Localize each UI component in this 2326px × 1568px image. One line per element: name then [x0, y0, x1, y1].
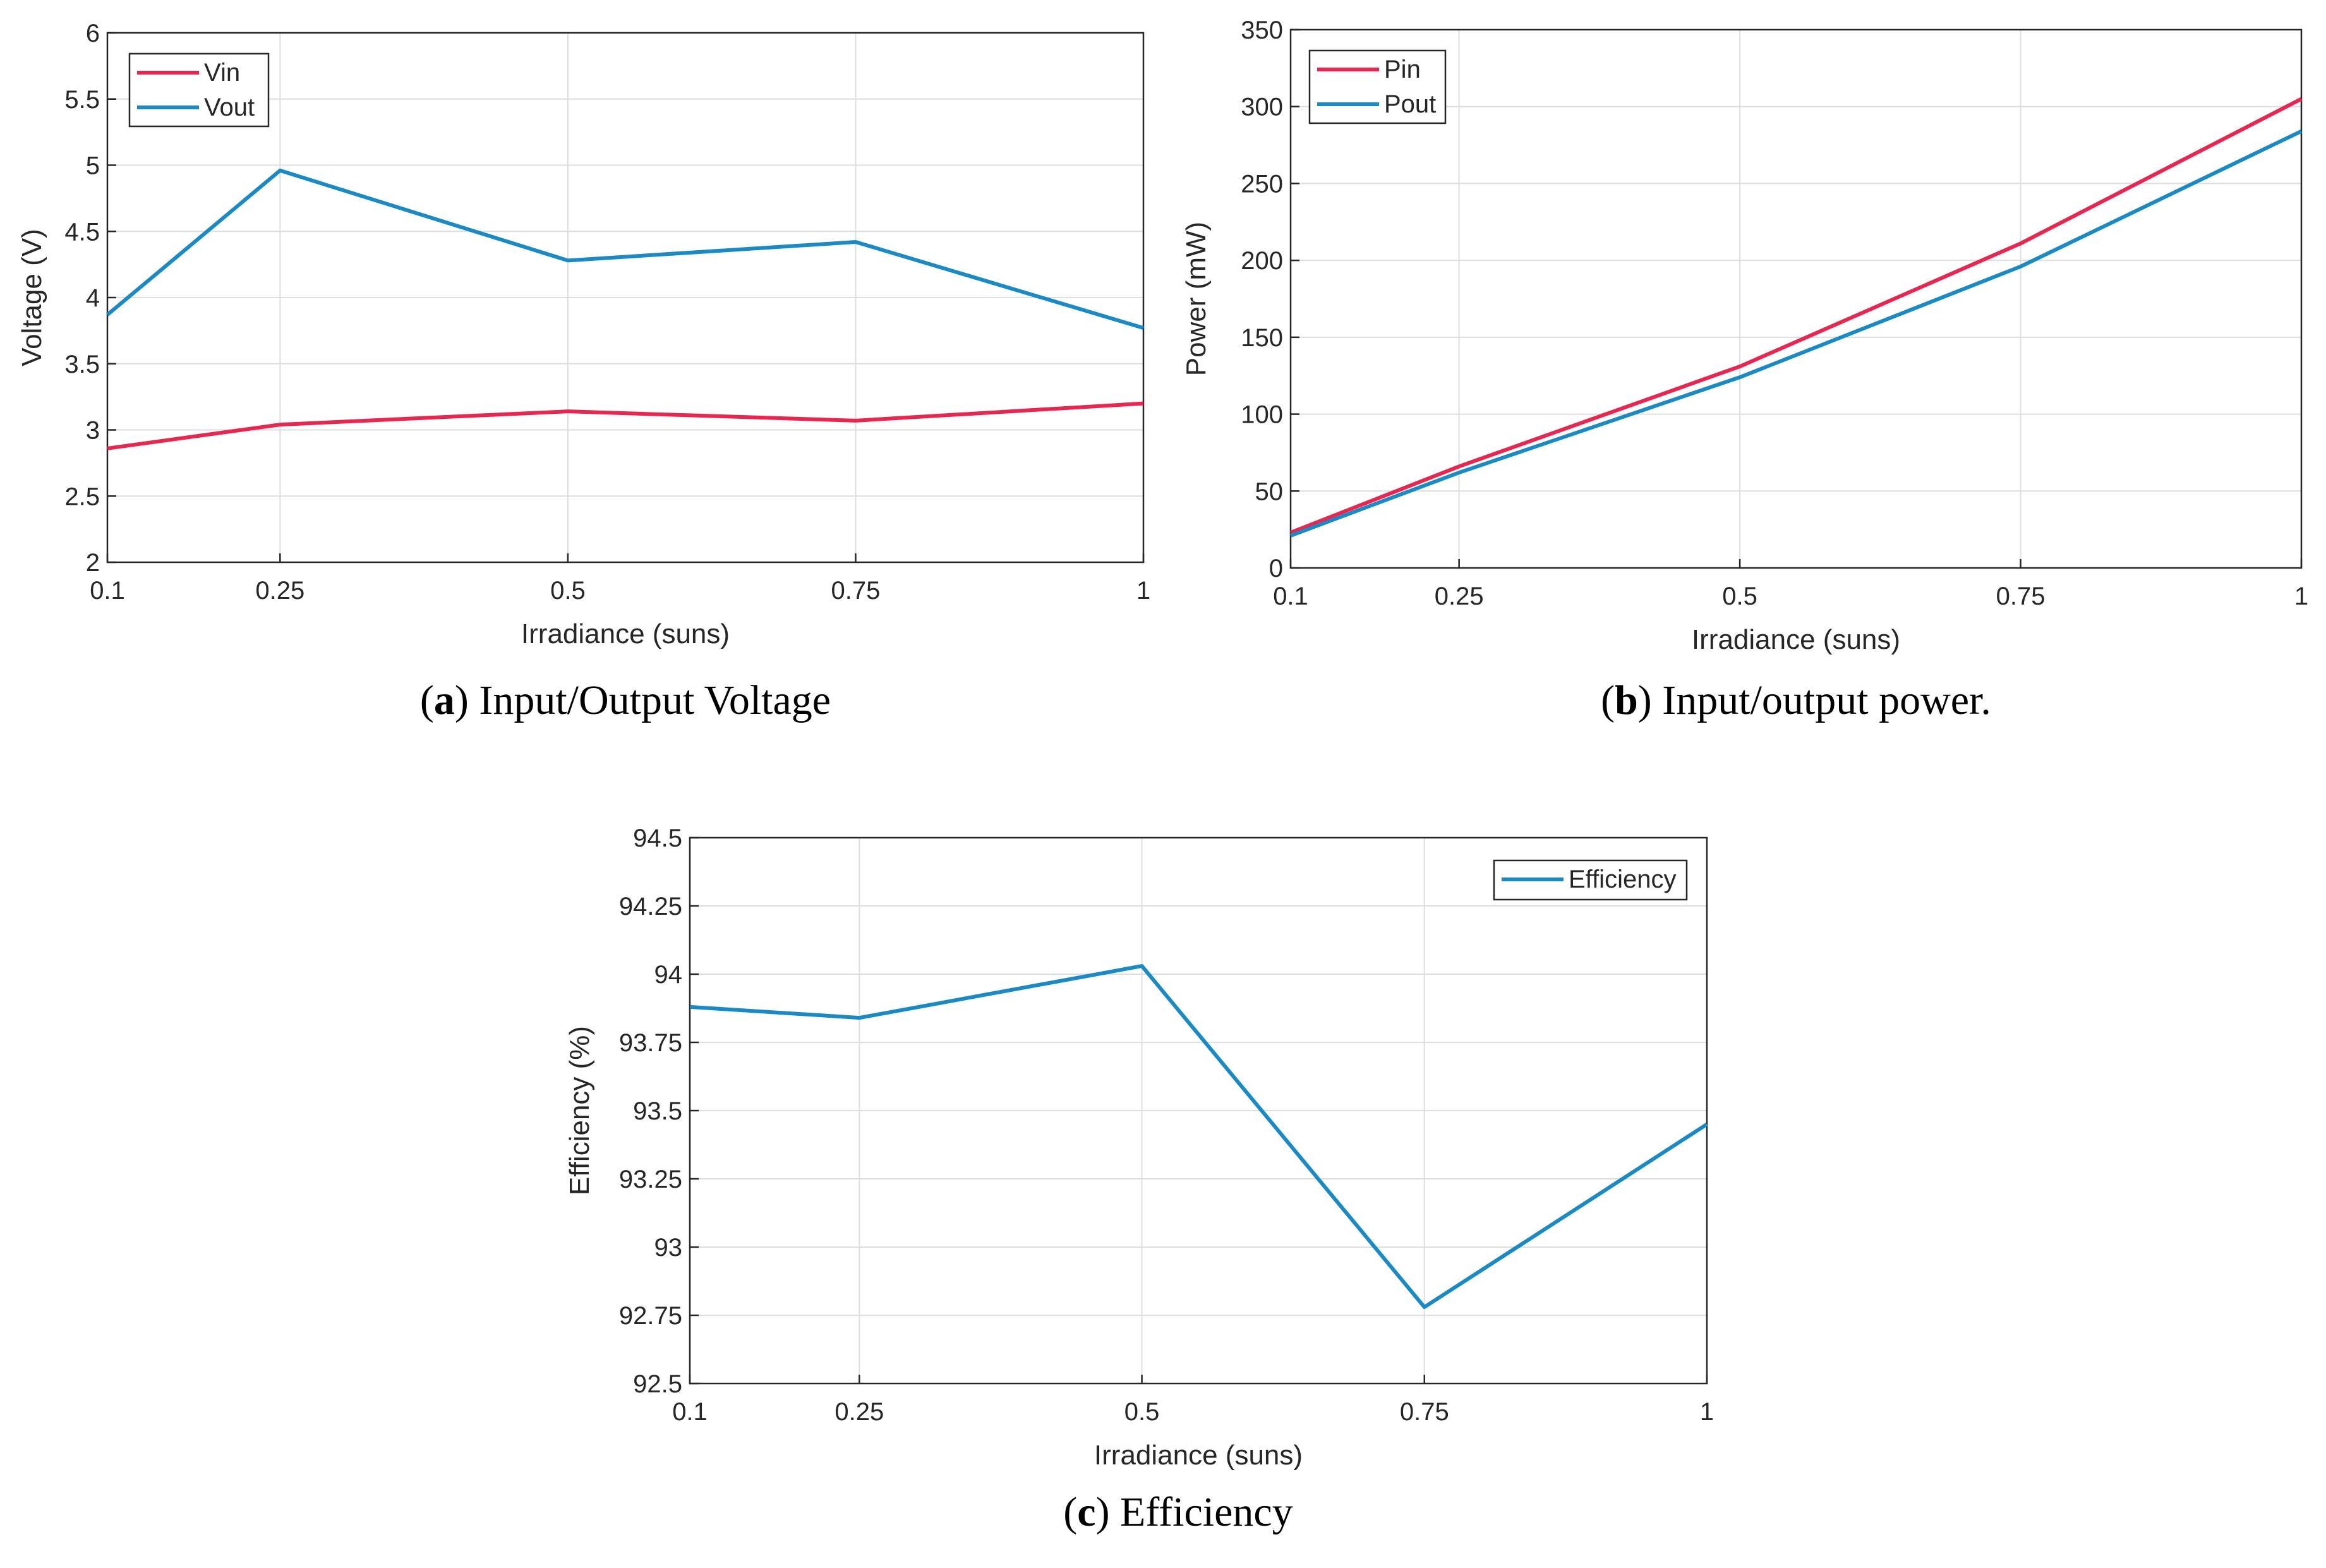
y-tick-label: 5 [86, 152, 100, 180]
chart-panel-b: 0.1 0.25 0.5 0.75 1 0 50 100 150 200 250 300 350 Irra… [1181, 16, 2308, 723]
x-tick-label: 0.1 [1273, 582, 1308, 610]
y-tick-label: 93.25 [619, 1166, 682, 1193]
series-line-vin [107, 401, 1144, 450]
x-tick-label: 0.25 [255, 577, 304, 605]
y-tick-label: 200 [1241, 247, 1283, 275]
x-tick-label: 0.75 [1400, 1398, 1449, 1426]
y-tick-label: 93.5 [633, 1097, 682, 1125]
x-axis-label: Irradiance (suns) [1692, 624, 1900, 655]
series-line-pin [1289, 97, 2303, 534]
series-line-vout [106, 168, 1144, 330]
y-tick-label: 100 [1241, 401, 1283, 429]
x-tick-label: 0.75 [831, 577, 881, 605]
y-tick-label: 93.75 [619, 1029, 682, 1057]
y-tick-label: 0 [1269, 555, 1283, 582]
x-tick-label: 0.25 [1435, 582, 1484, 610]
panel-caption: (a) Input/Output Voltage [420, 677, 831, 723]
legend-label-efficiency: Efficiency [1569, 865, 1676, 893]
legend: Vin Vout [128, 52, 270, 128]
panel-caption: (b) Input/output power. [1601, 677, 1991, 723]
y-tick-label: 93 [654, 1234, 683, 1262]
x-tick-label: 0.75 [1996, 582, 2046, 610]
y-tick-label: 50 [1255, 478, 1284, 505]
chart-panel-a: 0.1 0.25 0.5 0.75 1 2 2.5 3 3.5 4 4.5 5 5.5 6 Irradian… [16, 20, 1150, 723]
x-tick-label: 0.5 [550, 577, 586, 605]
y-tick-label: 150 [1241, 324, 1283, 352]
y-tick-label: 4 [86, 284, 100, 312]
series-line-pout [1289, 129, 2303, 538]
axes-box [1289, 28, 2303, 569]
y-tick-label: 94.5 [633, 824, 682, 852]
y-tick-label: 2.5 [64, 483, 100, 510]
y-tick-label: 2 [86, 549, 100, 577]
y-tick-label: 250 [1241, 170, 1283, 198]
x-tick-label: 0.1 [672, 1398, 708, 1426]
legend-label-vout: Vout [204, 93, 255, 121]
y-tick-label: 350 [1241, 16, 1283, 44]
x-tick-label: 1 [1700, 1398, 1714, 1426]
legend-label-pin: Pin [1384, 56, 1421, 83]
series-line-efficiency [689, 964, 1708, 1310]
y-axis-label: Voltage (V) [16, 229, 47, 366]
x-tick-label: 0.25 [835, 1398, 884, 1426]
y-tick-label: 92.5 [633, 1370, 682, 1398]
legend: Efficiency [1493, 859, 1688, 901]
y-tick-label: 92.75 [619, 1302, 682, 1330]
legend-label-vin: Vin [204, 59, 240, 87]
y-tick-label: 3 [86, 417, 100, 445]
y-tick-label: 5.5 [64, 86, 100, 114]
legend-box [1308, 49, 1447, 124]
y-tick-label: 94.25 [619, 893, 682, 920]
x-axis-label: Irradiance (suns) [521, 618, 730, 649]
x-axis-label: Irradiance (suns) [1094, 1440, 1303, 1471]
legend-box [128, 52, 270, 128]
x-tick-label: 1 [1136, 577, 1150, 605]
x-tick-label: 1 [2294, 582, 2308, 610]
chart-panel-c: 0.1 0.25 0.5 0.75 1 92.5 92.75 93 93.25 93.5 93.75… [564, 824, 1714, 1535]
y-tick-label: 3.5 [64, 351, 100, 378]
y-axis-label: Efficiency (%) [564, 1026, 595, 1195]
y-tick-label: 300 [1241, 93, 1283, 121]
y-tick-label: 94 [654, 961, 683, 989]
legend-label-pout: Pout [1384, 90, 1436, 118]
panel-caption: (c) Efficiency [1063, 1489, 1293, 1535]
y-tick-label: 6 [86, 20, 100, 47]
y-axis-label: Power (mW) [1181, 222, 1212, 376]
legend: Pin Pout [1308, 49, 1447, 124]
x-tick-label: 0.5 [1722, 582, 1757, 610]
y-tick-label: 4.5 [64, 218, 100, 246]
x-tick-label: 0.1 [90, 577, 125, 605]
x-tick-label: 0.5 [1124, 1398, 1160, 1426]
